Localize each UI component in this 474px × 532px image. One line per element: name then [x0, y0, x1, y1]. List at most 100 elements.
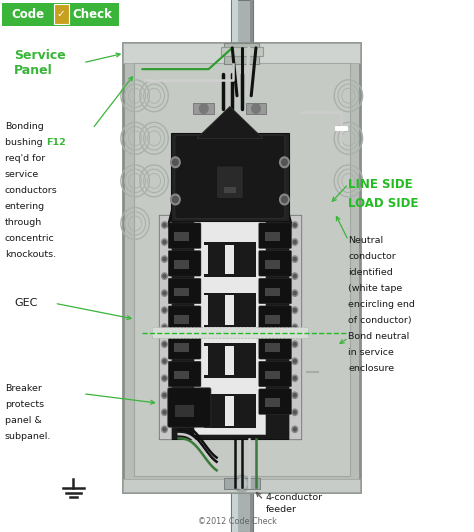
- Bar: [134, 63, 350, 476]
- Bar: [174, 232, 189, 241]
- Circle shape: [292, 341, 298, 347]
- Bar: [174, 315, 189, 324]
- FancyBboxPatch shape: [175, 135, 285, 219]
- Circle shape: [162, 341, 167, 347]
- Circle shape: [292, 375, 298, 381]
- Circle shape: [282, 159, 287, 165]
- Circle shape: [292, 222, 298, 228]
- FancyBboxPatch shape: [168, 361, 201, 387]
- Circle shape: [292, 358, 298, 364]
- Bar: [174, 371, 189, 379]
- Bar: [159, 215, 301, 439]
- Bar: [232, 491, 237, 532]
- Bar: [123, 43, 360, 63]
- FancyBboxPatch shape: [168, 251, 201, 276]
- Circle shape: [162, 409, 167, 415]
- Text: LINE SIDE: LINE SIDE: [348, 178, 413, 190]
- Bar: [193, 103, 214, 114]
- Circle shape: [293, 326, 296, 329]
- Circle shape: [292, 392, 298, 398]
- Circle shape: [292, 290, 298, 296]
- Bar: [265, 371, 280, 379]
- Circle shape: [293, 240, 296, 244]
- FancyBboxPatch shape: [259, 334, 292, 359]
- Bar: [199, 346, 208, 375]
- FancyBboxPatch shape: [259, 361, 292, 387]
- Text: feeder: feeder: [265, 505, 296, 514]
- Circle shape: [162, 273, 167, 279]
- FancyBboxPatch shape: [168, 334, 201, 359]
- Circle shape: [163, 377, 166, 380]
- Text: conductors: conductors: [5, 186, 57, 195]
- Circle shape: [162, 222, 167, 228]
- Circle shape: [163, 257, 166, 261]
- Circle shape: [163, 394, 166, 397]
- Circle shape: [292, 239, 298, 245]
- Bar: [2, 3, 118, 26]
- Bar: [174, 398, 189, 407]
- FancyBboxPatch shape: [259, 223, 292, 248]
- FancyBboxPatch shape: [259, 278, 292, 304]
- Circle shape: [293, 360, 296, 363]
- Text: subpanel.: subpanel.: [5, 432, 51, 440]
- Text: encircling end: encircling end: [348, 300, 415, 309]
- Bar: [199, 396, 208, 426]
- Text: Bonding: Bonding: [5, 122, 44, 131]
- Circle shape: [280, 157, 289, 168]
- Circle shape: [162, 358, 167, 364]
- Text: Breaker: Breaker: [5, 384, 42, 393]
- Text: Check: Check: [72, 8, 112, 21]
- Bar: [174, 260, 189, 269]
- Text: bushing: bushing: [5, 138, 46, 147]
- Circle shape: [292, 426, 298, 433]
- Text: Code: Code: [12, 8, 45, 21]
- FancyBboxPatch shape: [168, 223, 201, 248]
- Bar: [224, 43, 259, 64]
- Bar: [174, 288, 189, 296]
- Bar: [220, 47, 263, 56]
- FancyBboxPatch shape: [168, 389, 201, 414]
- Circle shape: [162, 239, 167, 245]
- Bar: [265, 398, 280, 407]
- Circle shape: [292, 307, 298, 313]
- Circle shape: [163, 428, 166, 431]
- Text: knockouts.: knockouts.: [5, 250, 56, 259]
- Bar: [225, 295, 234, 325]
- Bar: [175, 405, 194, 417]
- Circle shape: [162, 392, 167, 398]
- Circle shape: [162, 307, 167, 313]
- Circle shape: [163, 292, 166, 295]
- Circle shape: [293, 394, 296, 397]
- Text: concentric: concentric: [5, 234, 55, 243]
- Bar: [225, 346, 234, 375]
- Circle shape: [292, 324, 298, 330]
- Text: ✓: ✓: [57, 10, 65, 19]
- Bar: [204, 343, 256, 378]
- Text: of conductor): of conductor): [348, 316, 412, 325]
- Bar: [152, 327, 308, 338]
- Bar: [224, 187, 236, 193]
- FancyBboxPatch shape: [168, 278, 201, 304]
- Bar: [231, 0, 253, 43]
- Bar: [199, 245, 208, 274]
- Bar: [265, 343, 280, 352]
- Circle shape: [237, 478, 246, 489]
- Bar: [204, 293, 256, 327]
- Text: 4-conductor: 4-conductor: [265, 493, 323, 502]
- Circle shape: [163, 360, 166, 363]
- Bar: [194, 221, 265, 434]
- Bar: [265, 232, 280, 241]
- Bar: [289, 215, 301, 439]
- Circle shape: [162, 375, 167, 381]
- FancyBboxPatch shape: [168, 388, 211, 427]
- Circle shape: [163, 411, 166, 414]
- Circle shape: [252, 104, 260, 113]
- Circle shape: [292, 409, 298, 415]
- Bar: [224, 478, 260, 489]
- Circle shape: [173, 196, 178, 203]
- Circle shape: [163, 275, 166, 278]
- Text: Neutral: Neutral: [348, 236, 383, 245]
- Bar: [174, 343, 189, 352]
- Circle shape: [293, 275, 296, 278]
- Text: through: through: [5, 218, 42, 227]
